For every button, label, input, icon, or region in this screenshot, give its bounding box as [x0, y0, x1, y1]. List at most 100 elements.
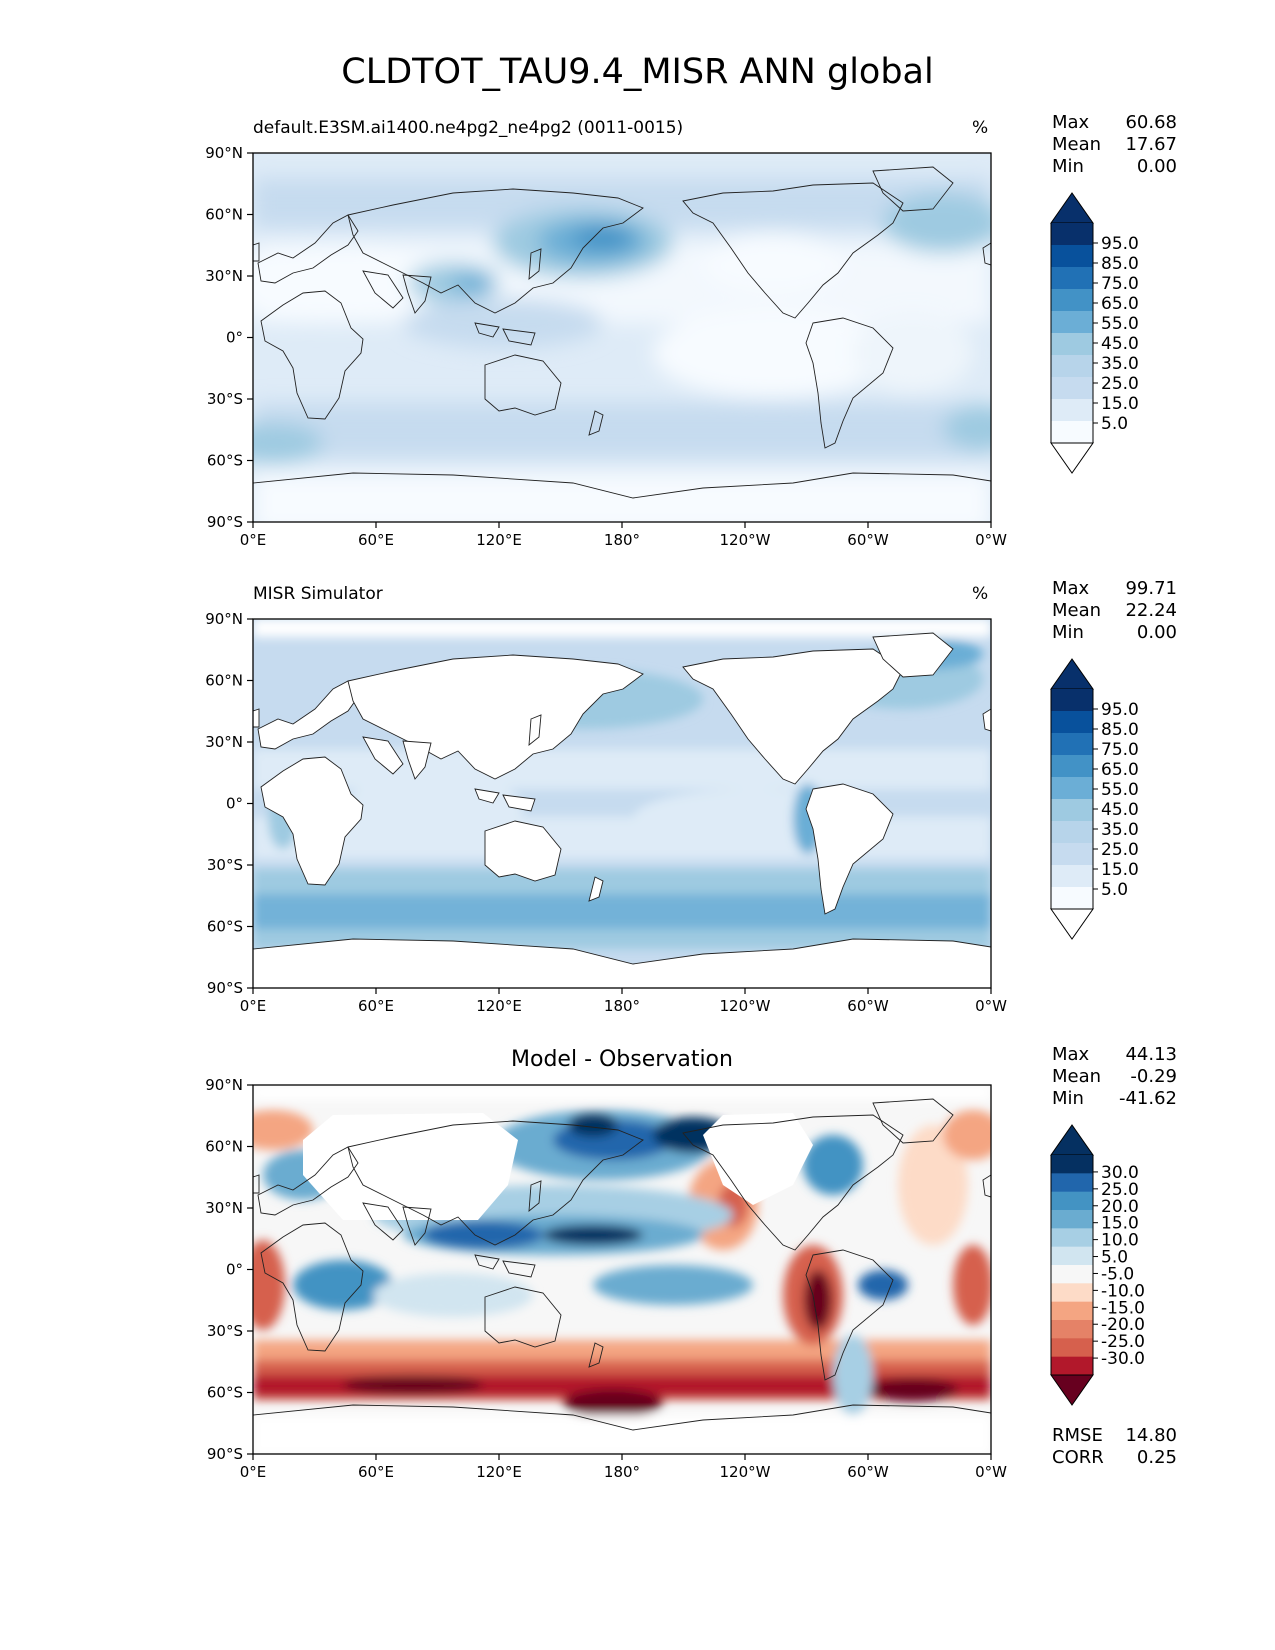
colorbar-segment [1051, 733, 1093, 756]
colorbar-extend-top [1050, 658, 1094, 690]
panel-3-title: Model - Observation [511, 1047, 733, 1072]
colorbar-segment [1051, 377, 1093, 400]
colorbar-segment [1051, 1356, 1093, 1376]
colorbar-segment [1051, 333, 1093, 356]
panel-2-unit: % [972, 584, 989, 604]
lon-tick-label: 0°W [975, 1463, 1007, 1481]
colorbar-label: 15.0 [1101, 394, 1139, 414]
map-1 [253, 153, 991, 522]
colorbar-segment [1051, 1228, 1093, 1248]
lat-tick-label: 60°N [205, 1138, 243, 1156]
lat-tick-label: 90°N [205, 144, 243, 162]
colorbar-label: 95.0 [1101, 700, 1139, 720]
colorbar-extend-top [1050, 1124, 1094, 1156]
colorbar-label: 45.0 [1101, 800, 1139, 820]
lon-tick-label: 120°W [720, 1463, 771, 1481]
colorbar-label: 5.0 [1101, 1248, 1128, 1268]
colorbar-segment [1051, 1191, 1093, 1211]
colorbar-label: 25.0 [1101, 1180, 1139, 1200]
lon-tick-label: 180° [604, 531, 640, 549]
lat-tick-label: 60°N [205, 672, 243, 690]
colorbar-label: 25.0 [1101, 374, 1139, 394]
colorbar-segment [1051, 1155, 1093, 1174]
lat-tick-label: 90°S [207, 1445, 243, 1463]
lon-tick-label: 120°E [476, 997, 522, 1015]
colorbar-label: -20.0 [1101, 1315, 1145, 1335]
colorbar-segment [1051, 689, 1093, 712]
colorbar-segment [1051, 1338, 1093, 1358]
colorbar-label: 75.0 [1101, 274, 1139, 294]
colorbar-label: 55.0 [1101, 314, 1139, 334]
colorbar-segment [1051, 799, 1093, 822]
colorbar-segment [1051, 355, 1093, 378]
lat-tick-label: 30°N [205, 1199, 243, 1217]
colorbar-segment [1051, 267, 1093, 290]
colorbar-segment [1051, 887, 1093, 910]
colorbar-segment [1051, 399, 1093, 422]
lat-tick-label: 90°S [207, 513, 243, 531]
lon-tick-label: 120°E [476, 1463, 522, 1481]
lon-tick-label: 0°E [240, 1463, 267, 1481]
colorbar-segment [1051, 1265, 1093, 1284]
figure-title: CLDTOT_TAU9.4_MISR ANN global [341, 52, 934, 92]
colorbar-segment [1051, 245, 1093, 268]
colorbar-label: 30.0 [1101, 1163, 1139, 1183]
lat-tick-label: 90°S [207, 979, 243, 997]
panel-3-error-stats: RMSE 14.80 CORR 0.25 [1052, 1425, 1177, 1468]
colorbar-label: -10.0 [1101, 1281, 1145, 1301]
colorbar-label: 45.0 [1101, 334, 1139, 354]
colorbar-label: 65.0 [1101, 760, 1139, 780]
colorbar-segment [1051, 421, 1093, 444]
lat-tick-label: 30°S [207, 856, 243, 874]
lat-tick-label: 30°S [207, 390, 243, 408]
colorbar-2: 95.085.075.065.055.045.035.025.015.05.0 [1050, 658, 1139, 940]
lat-tick-label: 90°N [205, 1076, 243, 1094]
lon-tick-label: 60°E [358, 1463, 394, 1481]
lon-tick-label: 0°E [240, 531, 267, 549]
lat-tick-label: 30°N [205, 733, 243, 751]
lat-tick-label: 90°N [205, 610, 243, 628]
lon-tick-label: 120°W [720, 997, 771, 1015]
colorbar-extend-bottom [1050, 908, 1094, 940]
panel-1-stats: Max 60.68 Mean 17.67 Min 0.00 [1052, 112, 1177, 177]
panel-2-stats: Max 99.71 Mean 22.24 Min 0.00 [1052, 578, 1177, 643]
colorbar-extend-top [1050, 192, 1094, 224]
colorbar-segment [1051, 1301, 1093, 1321]
colorbar-segment [1051, 755, 1093, 778]
lon-tick-label: 0°W [975, 997, 1007, 1015]
map-2 [253, 619, 991, 988]
lat-tick-label: 60°S [207, 918, 243, 936]
colorbar-label: 10.0 [1101, 1231, 1139, 1251]
colorbar-label: 35.0 [1101, 354, 1139, 374]
panel-1-unit: % [972, 118, 989, 138]
lat-tick-label: 60°S [207, 452, 243, 470]
lat-tick-label: 30°N [205, 267, 243, 285]
colorbar-3: 30.025.020.015.010.05.0-5.0-10.0-15.0-20… [1050, 1124, 1145, 1406]
colorbar-label: 75.0 [1101, 740, 1139, 760]
lat-tick-label: 0° [226, 1261, 243, 1279]
lon-tick-label: 60°E [358, 997, 394, 1015]
colorbar-segment [1051, 289, 1093, 312]
colorbar-label: 20.0 [1101, 1197, 1139, 1217]
colorbar-label: 85.0 [1101, 254, 1139, 274]
lon-tick-label: 120°E [476, 531, 522, 549]
colorbar-segment [1051, 1246, 1093, 1266]
colorbar-label: 35.0 [1101, 820, 1139, 840]
colorbar-segment [1051, 1283, 1093, 1303]
colorbar-label: 5.0 [1101, 414, 1128, 434]
colorbar-segment [1051, 223, 1093, 246]
colorbar-segment [1051, 865, 1093, 888]
colorbar-label: -5.0 [1101, 1264, 1134, 1284]
colorbar-segment [1051, 843, 1093, 866]
colorbar-segment [1051, 1173, 1093, 1193]
colorbar-label: -15.0 [1101, 1298, 1145, 1318]
lat-tick-label: 0° [226, 329, 243, 347]
colorbar-label: -30.0 [1101, 1349, 1145, 1369]
axes-layer: 0°E 60°E 120°E 180° 120°W 60°W 0°W 90°N 60°N 30°N… [205, 144, 1007, 1481]
colorbar-extend-bottom [1050, 1374, 1094, 1406]
colorbar-label: 5.0 [1101, 880, 1128, 900]
lon-tick-label: 60°W [847, 531, 889, 549]
colorbar-segment [1051, 821, 1093, 844]
colorbar-segment [1051, 311, 1093, 334]
lon-tick-label: 60°E [358, 531, 394, 549]
